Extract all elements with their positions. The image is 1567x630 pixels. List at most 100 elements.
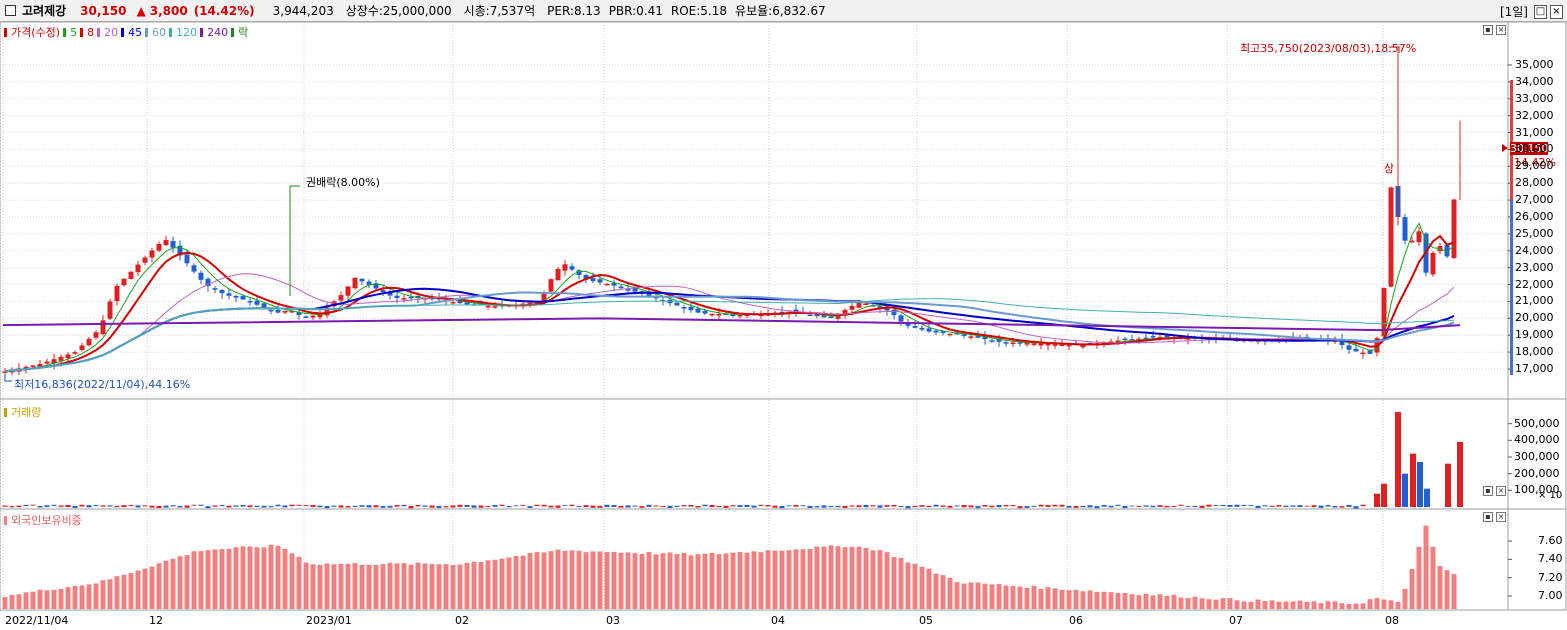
- candle-body: [51, 359, 57, 364]
- volume-bar: [975, 506, 981, 509]
- foreign-ratio-bar: [1360, 603, 1366, 609]
- foreign-ratio-bar: [737, 552, 743, 609]
- x-tick-label: 05: [919, 614, 933, 627]
- volume-bar: [618, 505, 624, 508]
- y-tick-label: 7.60: [1538, 534, 1563, 547]
- volume-panel-controls: ▪ ×: [1483, 486, 1506, 496]
- select-checkbox[interactable]: [5, 5, 16, 16]
- candle-body: [723, 313, 729, 316]
- panel-minimize-icon[interactable]: ▪: [1483, 486, 1493, 496]
- volume-bar: [590, 505, 596, 508]
- foreign-ratio-bar: [1304, 601, 1310, 609]
- candle-body: [1367, 350, 1373, 354]
- panel-close-icon[interactable]: ×: [1496, 486, 1506, 496]
- foreign-ratio-bar: [1269, 600, 1275, 609]
- maximize-icon[interactable]: □: [1534, 4, 1547, 19]
- candle-body: [611, 283, 617, 286]
- volume-bar: [1150, 505, 1156, 508]
- foreign-ratio-bar: [863, 547, 869, 609]
- legend-item-label: 240: [207, 25, 229, 39]
- close-icon[interactable]: ×: [1550, 4, 1563, 19]
- foreign-ratio-bar: [86, 584, 92, 609]
- volume-bar: [1424, 488, 1430, 507]
- foreign-ratio-bar: [1311, 601, 1317, 609]
- candle-body: [555, 269, 561, 281]
- volume-bar: [982, 504, 988, 507]
- y-tick-label: 17,000: [1515, 362, 1554, 375]
- foreign-ratio-bar: [1227, 598, 1233, 609]
- foreign-ratio-bar: [1430, 546, 1436, 609]
- volume-bar: [1410, 453, 1416, 507]
- foreign-ratio-bar: [849, 546, 855, 609]
- legend-marker: [145, 27, 149, 37]
- foreign-ratio-bar: [1423, 525, 1429, 609]
- foreign-ratio-bar: [422, 563, 428, 609]
- volume-bar: [1234, 504, 1240, 507]
- foreign-ratio-bar: [1374, 598, 1380, 609]
- candle-body: [93, 332, 99, 338]
- legend-marker: [121, 27, 125, 37]
- foreign-ratio-bar: [191, 551, 197, 609]
- panel-minimize-icon[interactable]: ▪: [1483, 512, 1493, 522]
- panel-close-icon[interactable]: ×: [1496, 25, 1506, 35]
- candle-body: [1080, 344, 1086, 348]
- foreign-ratio-bar: [226, 548, 232, 609]
- foreign-ratio-bar: [401, 563, 407, 609]
- legend-item-label: 45: [128, 25, 143, 39]
- period-selector[interactable]: [1일]: [1499, 5, 1528, 19]
- foreign-ratio-bar: [898, 557, 904, 609]
- y-tick-label: 27,000: [1515, 193, 1554, 207]
- foreign-ratio-bar: [884, 552, 890, 609]
- foreign-ratio-bar: [996, 583, 1002, 609]
- candle-body: [1451, 199, 1457, 258]
- foreign-ratio-bar: [366, 564, 372, 609]
- candle-body: [226, 293, 232, 296]
- volume-bar: [1445, 463, 1451, 507]
- candle-body: [149, 250, 155, 258]
- foreign-ratio-bar: [338, 563, 344, 609]
- volume-bar: [1346, 504, 1352, 507]
- volume-bar: [758, 504, 764, 506]
- foreign-ratio-bar: [912, 563, 918, 609]
- panel-minimize-icon[interactable]: ▪: [1483, 25, 1493, 35]
- volume-bar: [1080, 506, 1086, 508]
- volume-bar: [443, 506, 449, 508]
- foreign-ratio-bar: [128, 573, 134, 609]
- volume-bar: [667, 505, 673, 509]
- candle-body: [1024, 343, 1030, 345]
- foreign-ratio-bar: [107, 579, 113, 609]
- foreign-ratio-bar: [23, 592, 29, 609]
- candle-body: [205, 278, 211, 287]
- candle-body: [1409, 240, 1415, 243]
- foreign-ratio-bar: [198, 551, 204, 609]
- panel-close-icon[interactable]: ×: [1496, 512, 1506, 522]
- volume-bar: [576, 506, 582, 507]
- foreign-ratio-bar: [1213, 599, 1219, 609]
- foreign-ratio-bar: [968, 582, 974, 609]
- volume-bar: [485, 506, 491, 507]
- foreign-ratio-bar: [296, 556, 302, 609]
- candle-body: [807, 314, 813, 317]
- candle-body: [107, 301, 113, 319]
- foreign-ratio-bar: [604, 552, 610, 609]
- candle-body: [170, 241, 176, 248]
- foreign-ratio-bar: [1157, 594, 1163, 609]
- foreign-ratio-bar: [1367, 599, 1373, 609]
- volume-bar: [1199, 505, 1205, 508]
- candle-body: [912, 326, 918, 328]
- high-annotation: 최고35,750(2023/08/03),18.57%: [1240, 42, 1417, 55]
- listed-shares: 상장수:25,000,000: [345, 4, 452, 18]
- foreign-ratio-bar: [716, 554, 722, 609]
- foreign-ratio-bar: [660, 553, 666, 609]
- volume-bar: [1059, 504, 1065, 507]
- volume-bar: [940, 505, 946, 507]
- volume-bar: [1283, 505, 1289, 508]
- y-tick-label: 32,000: [1515, 108, 1554, 122]
- volume-bar: [1143, 505, 1149, 507]
- foreign-ratio-bar: [1010, 585, 1016, 609]
- volume-bar: [1227, 505, 1233, 507]
- volume-legend-label: 거래량: [11, 406, 42, 419]
- volume-bar: [1052, 504, 1058, 507]
- foreign-ratio-bar: [499, 558, 505, 609]
- foreign-panel-controls: ▪ ×: [1483, 512, 1506, 522]
